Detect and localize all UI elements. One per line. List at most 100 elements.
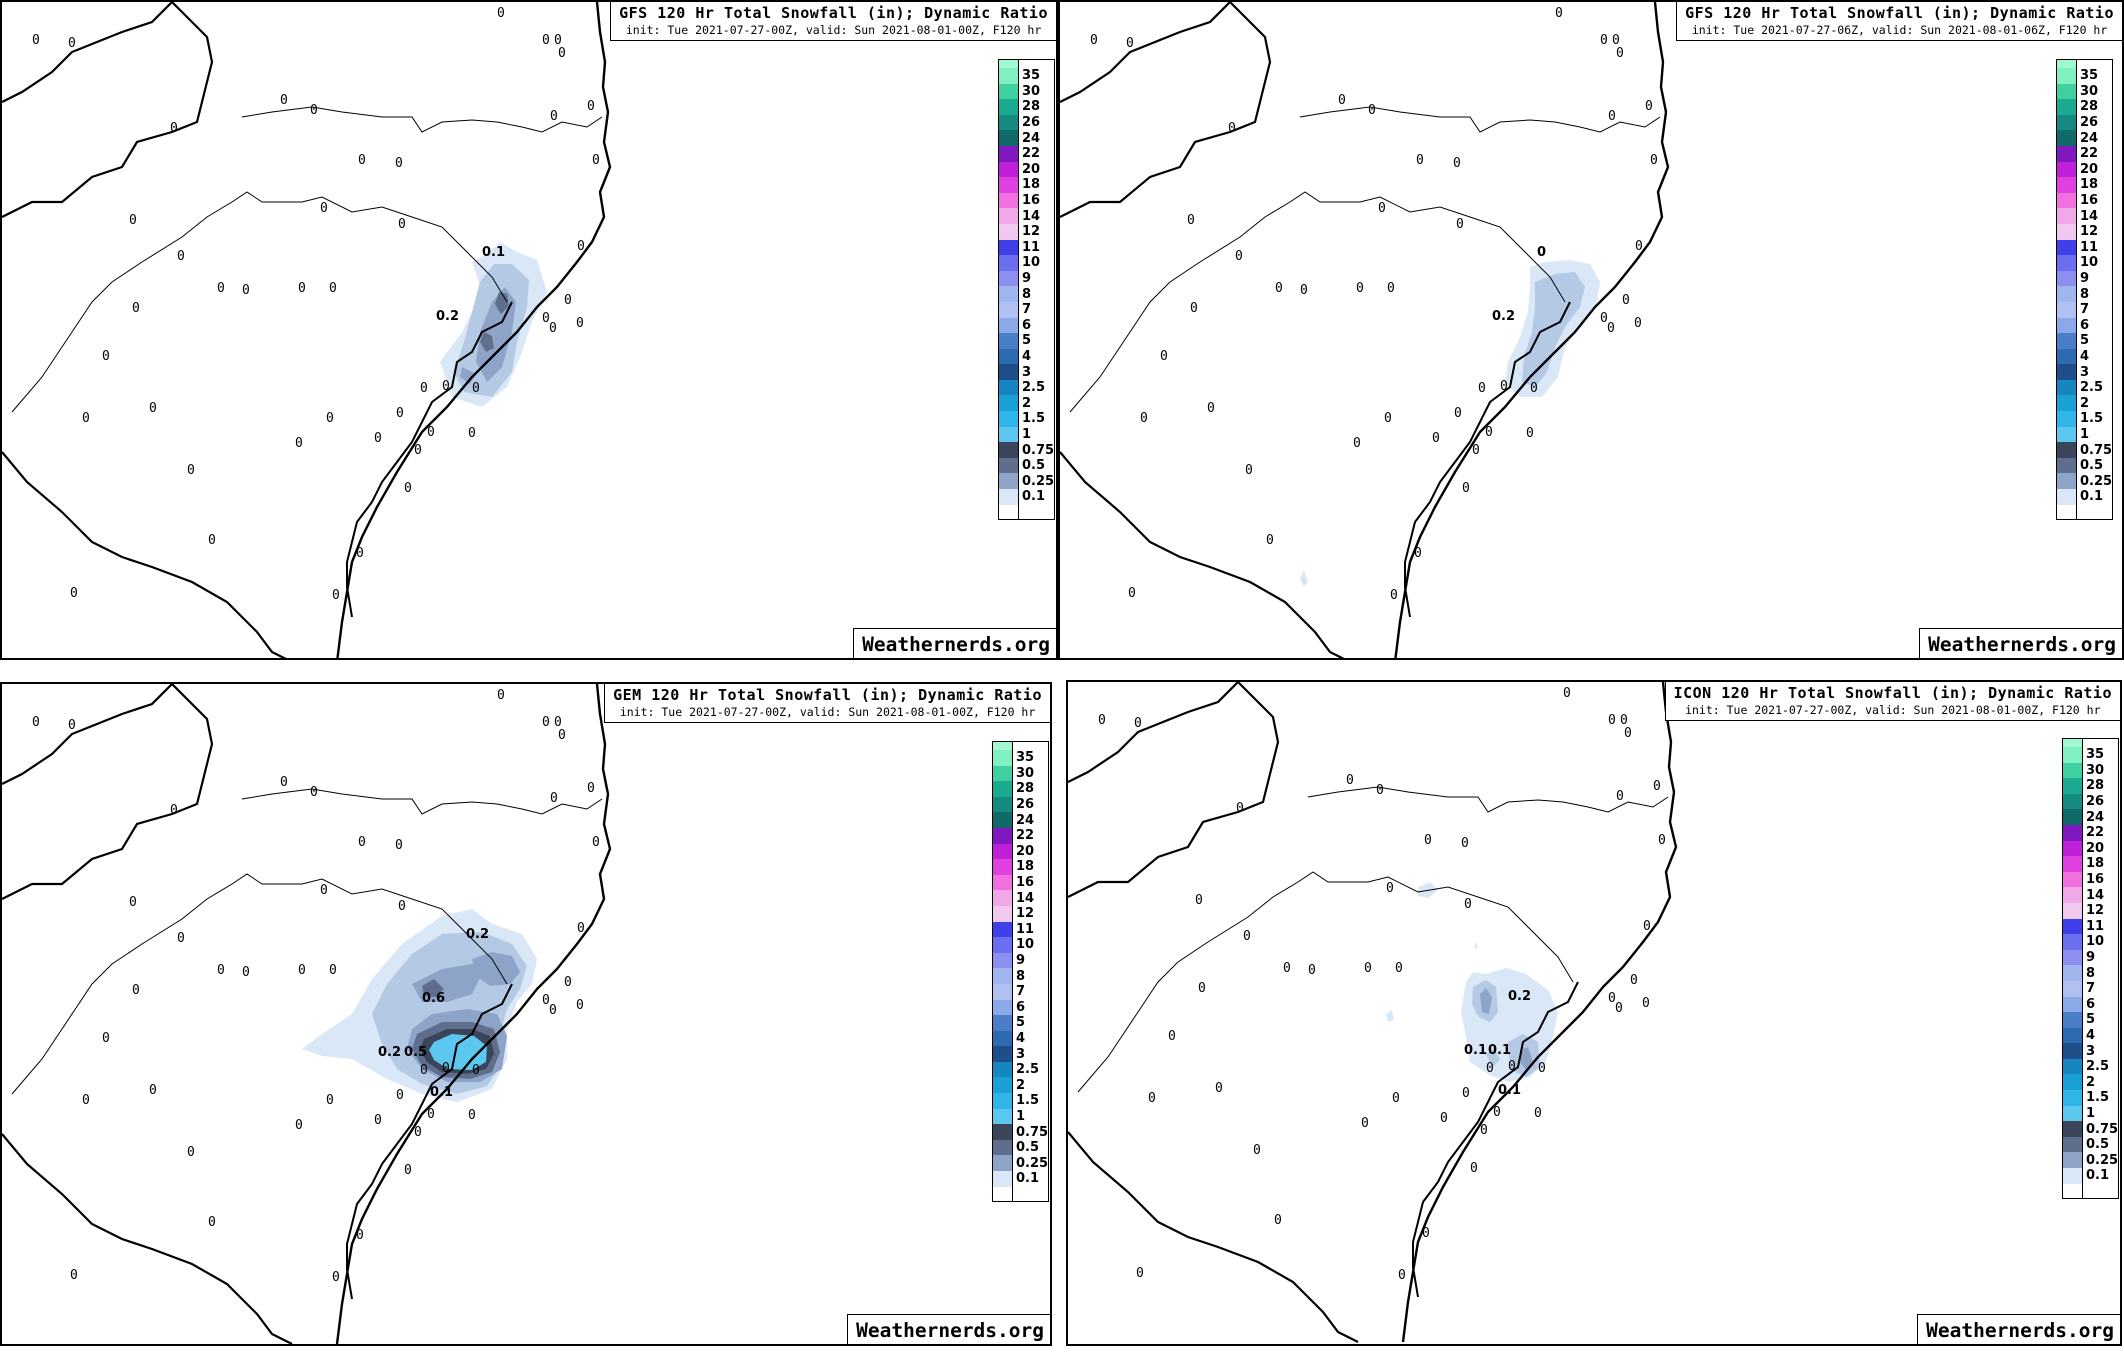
- legend-row: 22: [2057, 145, 2112, 162]
- legend-swatch: [2063, 747, 2083, 763]
- legend-swatch: [999, 473, 1019, 490]
- snowfall-contour: [1474, 942, 1478, 949]
- legend-swatch: [2057, 411, 2077, 427]
- station-value: 0: [374, 1113, 382, 1128]
- station-value: 0: [1378, 201, 1386, 216]
- legend-swatch: [999, 161, 1019, 178]
- station-value: 0: [358, 153, 366, 168]
- station-value: 0: [427, 1107, 435, 1122]
- legend-row: 30: [999, 83, 1054, 100]
- legend-label: 6: [2086, 996, 2096, 1012]
- legend-row: 11: [993, 921, 1048, 938]
- station-value: 0: [1456, 217, 1464, 232]
- state-border-line: [11, 191, 508, 413]
- legend-label: 20: [1016, 843, 1035, 859]
- station-value: 0: [326, 1093, 334, 1108]
- station-value: 0: [320, 201, 328, 216]
- lagoon-coastline: [346, 301, 513, 618]
- station-value: 0: [310, 785, 318, 800]
- legend-top-swatch: [999, 60, 1054, 68]
- legend-row: 10: [999, 255, 1054, 271]
- legend-row: 10: [2063, 934, 2118, 950]
- legend-row: 11: [2063, 918, 2118, 935]
- legend-swatch: [993, 1077, 1013, 1094]
- snowfall-contour: [495, 292, 509, 314]
- station-value: 0: [102, 1031, 110, 1046]
- legend-swatch: [2057, 489, 2077, 505]
- legend-label: 14: [1022, 208, 1041, 224]
- legend-swatch: [2063, 762, 2083, 779]
- legend-swatch: [2063, 1121, 2083, 1137]
- legend-label: 0.5: [1022, 458, 1046, 474]
- station-value: 0: [549, 1003, 557, 1018]
- border-line: [1068, 682, 1280, 898]
- legend-swatch: [993, 952, 1013, 969]
- legend-label: 24: [2086, 809, 2105, 825]
- station-value: 0: [1555, 6, 1563, 21]
- border-line: [2, 684, 173, 785]
- station-value: 0: [1650, 153, 1658, 168]
- legend-row: 30: [2057, 83, 2112, 100]
- station-value: 0: [1635, 239, 1643, 254]
- contour-label: 0.1: [1464, 1043, 1487, 1058]
- legend-swatch: [2057, 68, 2077, 84]
- map-canvas: 0 0 0 0 0 0 0 0 0 0 0 0 0 0 0 0 0 0 0 0 0 0 0 0 0 0 0 0 0 0 0 0 0 0 0 0 0 0 0 0…: [1060, 2, 1670, 658]
- legend-row: 9: [999, 270, 1054, 287]
- legend-swatch: [993, 890, 1013, 906]
- legend-row: 26: [993, 796, 1048, 813]
- legend-swatch: [993, 765, 1013, 782]
- legend-row: 1.5: [2063, 1090, 2118, 1106]
- station-value: 0: [1356, 281, 1364, 296]
- station-value: 0: [592, 153, 600, 168]
- legend-swatch: [2063, 949, 2083, 966]
- legend-swatch: [2057, 83, 2077, 100]
- legend-swatch: [993, 781, 1013, 797]
- legend-swatch: [999, 192, 1019, 209]
- station-value: 0: [295, 436, 303, 451]
- legend-swatch: [993, 874, 1013, 891]
- station-value: 0: [587, 99, 595, 114]
- station-value: 0: [442, 379, 450, 394]
- legend-row: 11: [2057, 239, 2112, 256]
- station-value: 0: [1215, 1081, 1223, 1096]
- legend-swatch: [2063, 1012, 2083, 1028]
- legend-row: 26: [2063, 793, 2118, 810]
- station-value: 0: [68, 718, 76, 733]
- coastline: [1401, 682, 1678, 1343]
- station-value: 0: [576, 316, 584, 331]
- station-value: 0: [414, 1125, 422, 1140]
- station-value: 0: [1620, 713, 1628, 728]
- station-value: 0: [1470, 1161, 1478, 1176]
- legend-row: 14: [2063, 887, 2118, 903]
- legend-row: 8: [993, 968, 1048, 984]
- station-value: 0: [1364, 961, 1372, 976]
- legend-swatch: [993, 1108, 1013, 1125]
- legend-row: 24: [999, 130, 1054, 146]
- station-value: 0: [356, 1228, 364, 1243]
- contour-label: 0.1: [482, 245, 505, 260]
- station-value: 0: [374, 431, 382, 446]
- station-value: 0: [1422, 1226, 1430, 1241]
- legend-swatch: [993, 999, 1013, 1016]
- legend-row: 28: [2057, 99, 2112, 115]
- legend-swatch: [993, 1093, 1013, 1109]
- legend-swatch: [2057, 255, 2077, 271]
- legend-label: 2.5: [1016, 1062, 1040, 1078]
- border-line: [2, 451, 287, 658]
- legend-row: 1.5: [2057, 411, 2112, 427]
- legend-label: 28: [1016, 781, 1035, 797]
- station-value: 0: [1136, 1266, 1144, 1281]
- legend-row: 0.5: [2057, 457, 2112, 474]
- legend-label: 18: [2080, 177, 2099, 193]
- station-value: 0: [177, 931, 185, 946]
- legend-row: 0.25: [2057, 473, 2112, 490]
- legend-top-swatch: [2057, 60, 2112, 68]
- legend-swatch: [2057, 473, 2077, 490]
- contour-label: 0.1: [430, 1085, 453, 1100]
- legend-row: 0.75: [999, 442, 1054, 458]
- station-value: 0: [1283, 961, 1291, 976]
- station-value: 0: [577, 921, 585, 936]
- station-value: 0: [149, 1083, 157, 1098]
- station-value: 0: [298, 281, 306, 296]
- contour-label: 0.6: [422, 991, 445, 1006]
